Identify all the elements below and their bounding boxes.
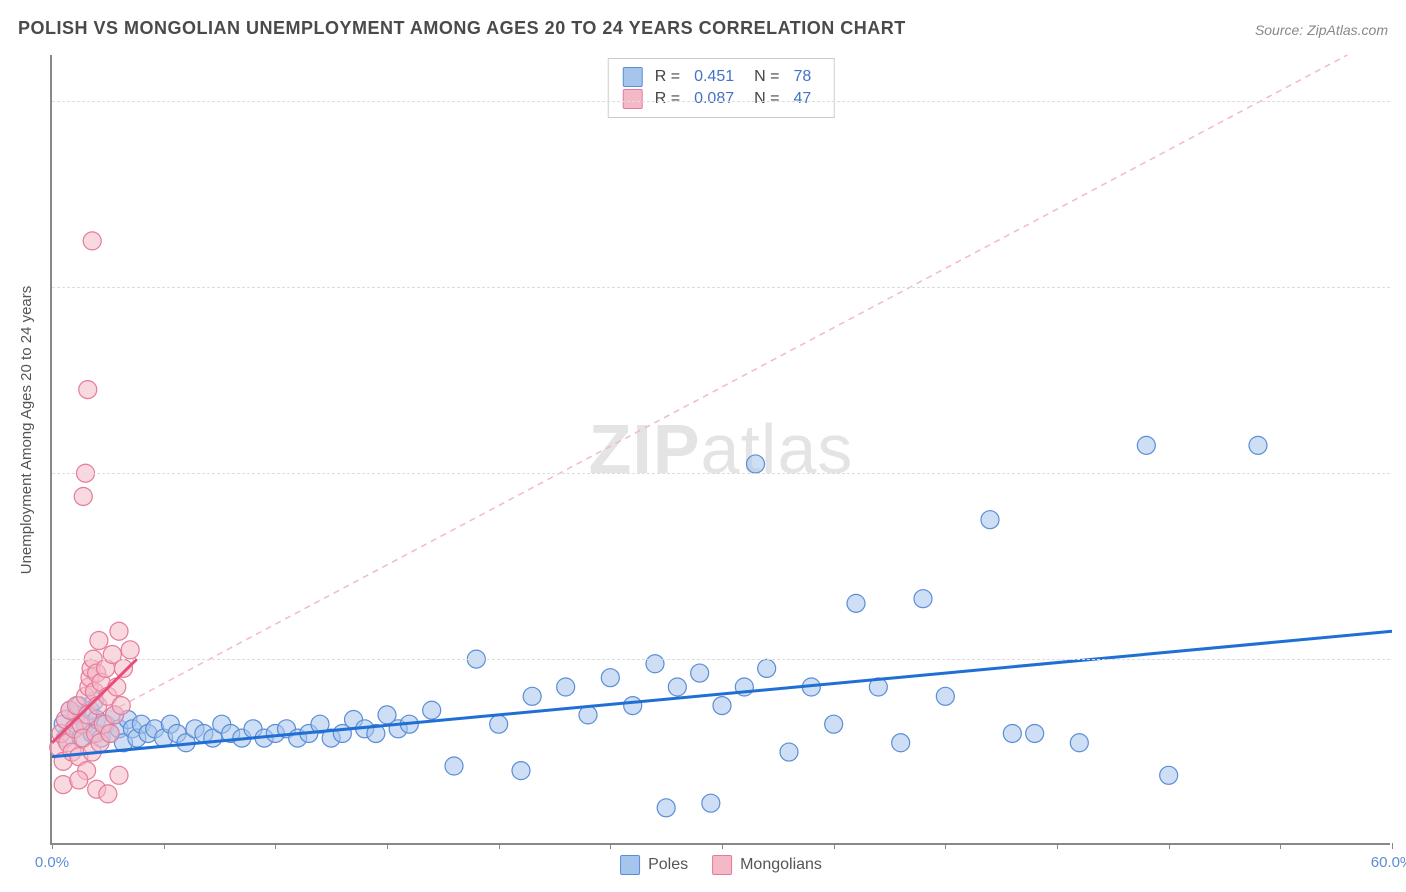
data-point [1026, 724, 1044, 742]
stats-box: R = 0.451 N = 78 R = 0.087 N = 47 [608, 58, 835, 118]
stat-n-value: 78 [793, 68, 811, 86]
data-point [101, 724, 119, 742]
stat-r-value: 0.087 [694, 90, 734, 108]
legend-swatch [620, 855, 640, 875]
data-point [1003, 724, 1021, 742]
x-tick [499, 843, 500, 849]
y-tick-label: 40.0% [1395, 465, 1406, 482]
x-tick [945, 843, 946, 849]
data-point [110, 622, 128, 640]
x-tick [52, 843, 53, 849]
legend-swatch [623, 89, 643, 109]
data-point [70, 771, 88, 789]
data-point [702, 794, 720, 812]
x-tick [722, 843, 723, 849]
data-point [74, 487, 92, 505]
y-tick-label: 80.0% [1395, 93, 1406, 110]
data-point [83, 232, 101, 250]
legend-label: Mongolians [740, 856, 822, 874]
data-point [713, 697, 731, 715]
data-point [1160, 766, 1178, 784]
legend-label: Poles [648, 856, 688, 874]
data-point [121, 641, 139, 659]
legend-item: Mongolians [712, 855, 822, 875]
trend-line [52, 631, 1392, 756]
stat-n-label: N = [754, 68, 779, 86]
data-point [423, 701, 441, 719]
legend-swatch [623, 67, 643, 87]
data-point [1070, 734, 1088, 752]
data-point [1137, 436, 1155, 454]
x-tick [164, 843, 165, 849]
data-point [512, 762, 530, 780]
data-point [523, 687, 541, 705]
x-tick [1280, 843, 1281, 849]
data-point [825, 715, 843, 733]
stats-row: R = 0.451 N = 78 [623, 67, 820, 87]
stats-row: R = 0.087 N = 47 [623, 89, 820, 109]
data-point [981, 511, 999, 529]
bottom-legend: Poles Mongolians [620, 855, 822, 875]
data-point [99, 785, 117, 803]
data-point [847, 594, 865, 612]
gridline [52, 473, 1390, 474]
data-point [691, 664, 709, 682]
data-point [657, 799, 675, 817]
stat-n-label: N = [754, 90, 779, 108]
stat-r-label: R = [655, 90, 680, 108]
data-point [780, 743, 798, 761]
data-point [758, 659, 776, 677]
data-point [79, 381, 97, 399]
data-point [110, 766, 128, 784]
x-tick-label: 0.0% [35, 854, 69, 871]
data-point [90, 632, 108, 650]
x-tick [1057, 843, 1058, 849]
data-point [668, 678, 686, 696]
data-point [445, 757, 463, 775]
plot-area: ZIPatlas R =0.451N =78R =0.087N =47 Pole… [50, 55, 1390, 845]
gridline [52, 659, 1390, 660]
stat-n-value: 47 [793, 90, 811, 108]
x-tick [1392, 843, 1393, 849]
data-point [747, 455, 765, 473]
data-point [936, 687, 954, 705]
data-point [624, 697, 642, 715]
data-point [892, 734, 910, 752]
chart-svg [52, 55, 1390, 843]
data-point [490, 715, 508, 733]
source-attribution: Source: ZipAtlas.com [1255, 22, 1388, 38]
stat-r-value: 0.451 [694, 68, 734, 86]
x-tick [1169, 843, 1170, 849]
x-tick [275, 843, 276, 849]
data-point [114, 659, 132, 677]
chart-title: POLISH VS MONGOLIAN UNEMPLOYMENT AMONG A… [18, 18, 906, 39]
y-axis-title: Unemployment Among Ages 20 to 24 years [18, 286, 35, 575]
data-point [1249, 436, 1267, 454]
x-tick [387, 843, 388, 849]
x-tick-label: 60.0% [1371, 854, 1406, 871]
trend-line [52, 55, 1347, 743]
stat-r-label: R = [655, 68, 680, 86]
data-point [601, 669, 619, 687]
gridline [52, 101, 1390, 102]
y-tick-label: 60.0% [1395, 279, 1406, 296]
y-tick-label: 20.0% [1395, 651, 1406, 668]
data-point [557, 678, 575, 696]
data-point [646, 655, 664, 673]
legend-item: Poles [620, 855, 688, 875]
gridline [52, 287, 1390, 288]
x-tick [610, 843, 611, 849]
data-point [112, 697, 130, 715]
data-point [914, 590, 932, 608]
x-tick [834, 843, 835, 849]
legend-swatch [712, 855, 732, 875]
